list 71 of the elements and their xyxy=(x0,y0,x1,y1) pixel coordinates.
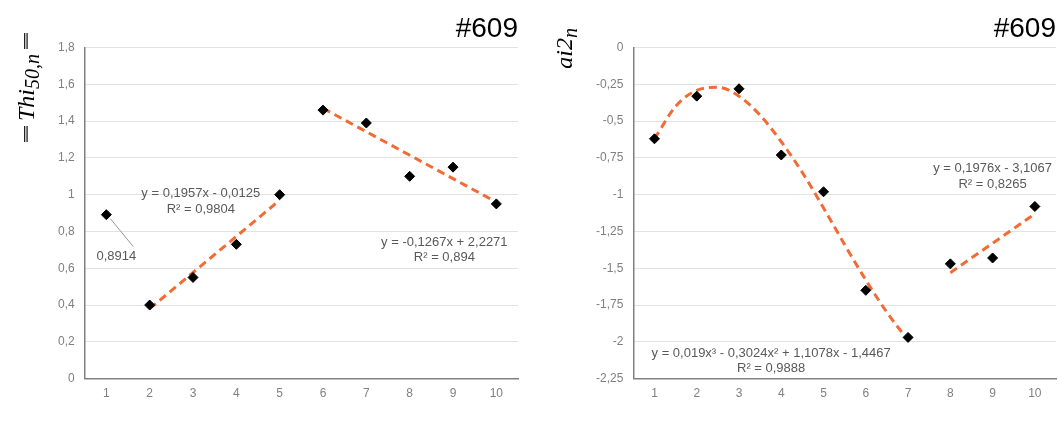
y-tick-label: -0,25 xyxy=(595,76,624,91)
point xyxy=(490,198,502,210)
y-tick-label: 0,6 xyxy=(57,260,75,275)
point xyxy=(944,258,956,270)
y-tick-label: 1,8 xyxy=(57,39,75,54)
x-tick-label: 10 xyxy=(489,386,504,401)
point xyxy=(274,189,286,201)
point xyxy=(691,90,703,102)
point xyxy=(404,170,416,182)
annotation: y = 0,019x³ - 0,3024x² + 1,1078x - 1,4467 xyxy=(651,345,891,361)
chart-title: #609 xyxy=(993,11,1056,43)
point xyxy=(902,331,914,343)
y-tick-label: 1,2 xyxy=(57,150,75,165)
point xyxy=(317,104,329,116)
point xyxy=(144,299,156,311)
annotation: y = -0,1267x + 2,2271 xyxy=(381,234,508,250)
x-tick-label: 2 xyxy=(693,386,701,401)
annotation: R² = 0,9888 xyxy=(736,359,806,375)
x-tick-label: 8 xyxy=(946,386,954,401)
y-tick-label: -1,5 xyxy=(602,260,624,275)
y-tick-label: 0 xyxy=(616,39,624,54)
y-tick-label: -1,25 xyxy=(595,223,624,238)
annotation: y = 0,1976x - 3,1067 xyxy=(933,159,1053,175)
point xyxy=(648,133,660,145)
annotation: R² = 0,894 xyxy=(413,248,475,264)
annotation: R² = 0,9804 xyxy=(166,201,235,217)
point xyxy=(447,161,459,173)
x-tick-label: 8 xyxy=(406,386,414,401)
annotation: R² = 0,8265 xyxy=(958,175,1027,191)
x-tick-label: 6 xyxy=(862,386,870,401)
y-tick-label: 1,4 xyxy=(57,113,75,128)
y-tick-label: -2,25 xyxy=(595,370,624,385)
y-tick-label: 0,8 xyxy=(57,223,75,238)
chart-title: #609 xyxy=(455,11,518,43)
point xyxy=(775,149,787,161)
point xyxy=(860,284,872,296)
y-tick-label: 1 xyxy=(67,187,75,202)
x-tick-label: 3 xyxy=(735,386,743,401)
x-tick-label: 1 xyxy=(651,386,659,401)
point xyxy=(733,83,745,95)
annotation: y = 0,1957x - 0,0125 xyxy=(141,185,261,201)
x-tick-label: 1 xyxy=(103,386,110,401)
point xyxy=(230,238,242,250)
y-tick-label: -0,5 xyxy=(602,113,624,128)
y-tick-label: 0 xyxy=(67,370,75,385)
y-tick-label: -1 xyxy=(612,187,624,202)
x-tick-label: 9 xyxy=(989,386,997,401)
point xyxy=(818,186,830,198)
x-tick-label: 10 xyxy=(1028,386,1042,401)
y-tick-label: 1,6 xyxy=(57,76,75,91)
x-tick-label: 6 xyxy=(319,386,327,401)
y-tick-label: -0,75 xyxy=(595,150,624,165)
y-tick-label: -2 xyxy=(612,334,624,349)
x-tick-label: 4 xyxy=(777,386,785,401)
x-tick-label: 7 xyxy=(904,386,912,401)
y-tick-label: 0,4 xyxy=(57,297,75,312)
x-tick-label: 5 xyxy=(276,386,284,401)
point xyxy=(360,117,372,129)
point xyxy=(987,252,999,264)
x-tick-label: 4 xyxy=(233,386,240,401)
y-tick-label: 0,2 xyxy=(57,334,75,349)
point xyxy=(100,209,112,221)
x-tick-label: 5 xyxy=(820,386,828,401)
x-tick-label: 9 xyxy=(449,386,457,401)
x-tick-label: 7 xyxy=(362,386,370,401)
point xyxy=(1029,200,1041,212)
x-tick-label: 2 xyxy=(146,386,154,401)
x-tick-label: 3 xyxy=(189,386,197,401)
y-tick-label: -1,75 xyxy=(595,297,624,312)
data-label: 0,8914 xyxy=(96,248,137,264)
point xyxy=(187,271,199,283)
